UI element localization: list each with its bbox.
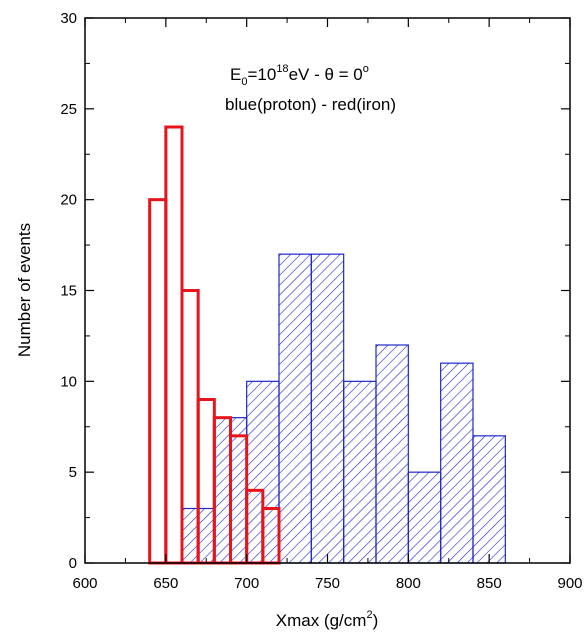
proton-bar (310, 253, 345, 564)
y-tick-label: 15 (60, 283, 77, 300)
proton-series (181, 253, 506, 564)
annotation-energy: E0=1018eV - θ = 0o (230, 63, 369, 88)
annotation-energy-sup: 18 (276, 63, 288, 75)
proton-bar (246, 380, 280, 564)
y-axis-label: Number of events (15, 223, 34, 357)
proton-bar (407, 471, 442, 564)
x-axis-label-close: ) (373, 611, 379, 630)
x-axis-ticks: 600 650 700 750 800 850 900 (72, 18, 583, 592)
y-tick-label: 30 (60, 10, 77, 27)
annotation-legend: blue(proton) - red(iron) (225, 95, 396, 114)
annotation-energy-sub: 0 (241, 76, 247, 88)
iron-bar (164, 125, 184, 565)
x-tick-label: 900 (557, 575, 582, 592)
y-tick-label: 10 (60, 373, 77, 390)
proton-bar (440, 362, 474, 564)
annotation-degree-sup: o (363, 63, 369, 75)
x-axis-label-sup: 2 (366, 609, 372, 621)
annotation-energy-suffix: eV - θ = 0 (289, 65, 363, 84)
x-tick-label: 650 (153, 575, 178, 592)
proton-bar (472, 435, 506, 564)
annotation-energy-prefix: E (230, 65, 241, 84)
proton-bar (343, 380, 377, 564)
y-axis-ticks: 0 5 10 15 20 25 30 (60, 10, 570, 572)
y-tick-label: 0 (69, 555, 77, 572)
y-tick-label: 20 (60, 192, 77, 209)
x-tick-label: 700 (234, 575, 259, 592)
x-tick-label: 750 (315, 575, 340, 592)
x-axis-label-base: Xmax (g/cm (276, 611, 367, 630)
x-tick-label: 800 (396, 575, 421, 592)
x-tick-label: 600 (72, 575, 97, 592)
proton-bar (375, 344, 409, 564)
annotation-energy-mid: =10 (247, 65, 276, 84)
y-tick-label: 25 (60, 101, 77, 118)
y-tick-label: 5 (69, 464, 77, 481)
proton-bar (278, 253, 312, 564)
iron-bar (148, 198, 168, 565)
x-axis-label: Xmax (g/cm2) (276, 609, 378, 630)
x-tick-label: 850 (477, 575, 502, 592)
